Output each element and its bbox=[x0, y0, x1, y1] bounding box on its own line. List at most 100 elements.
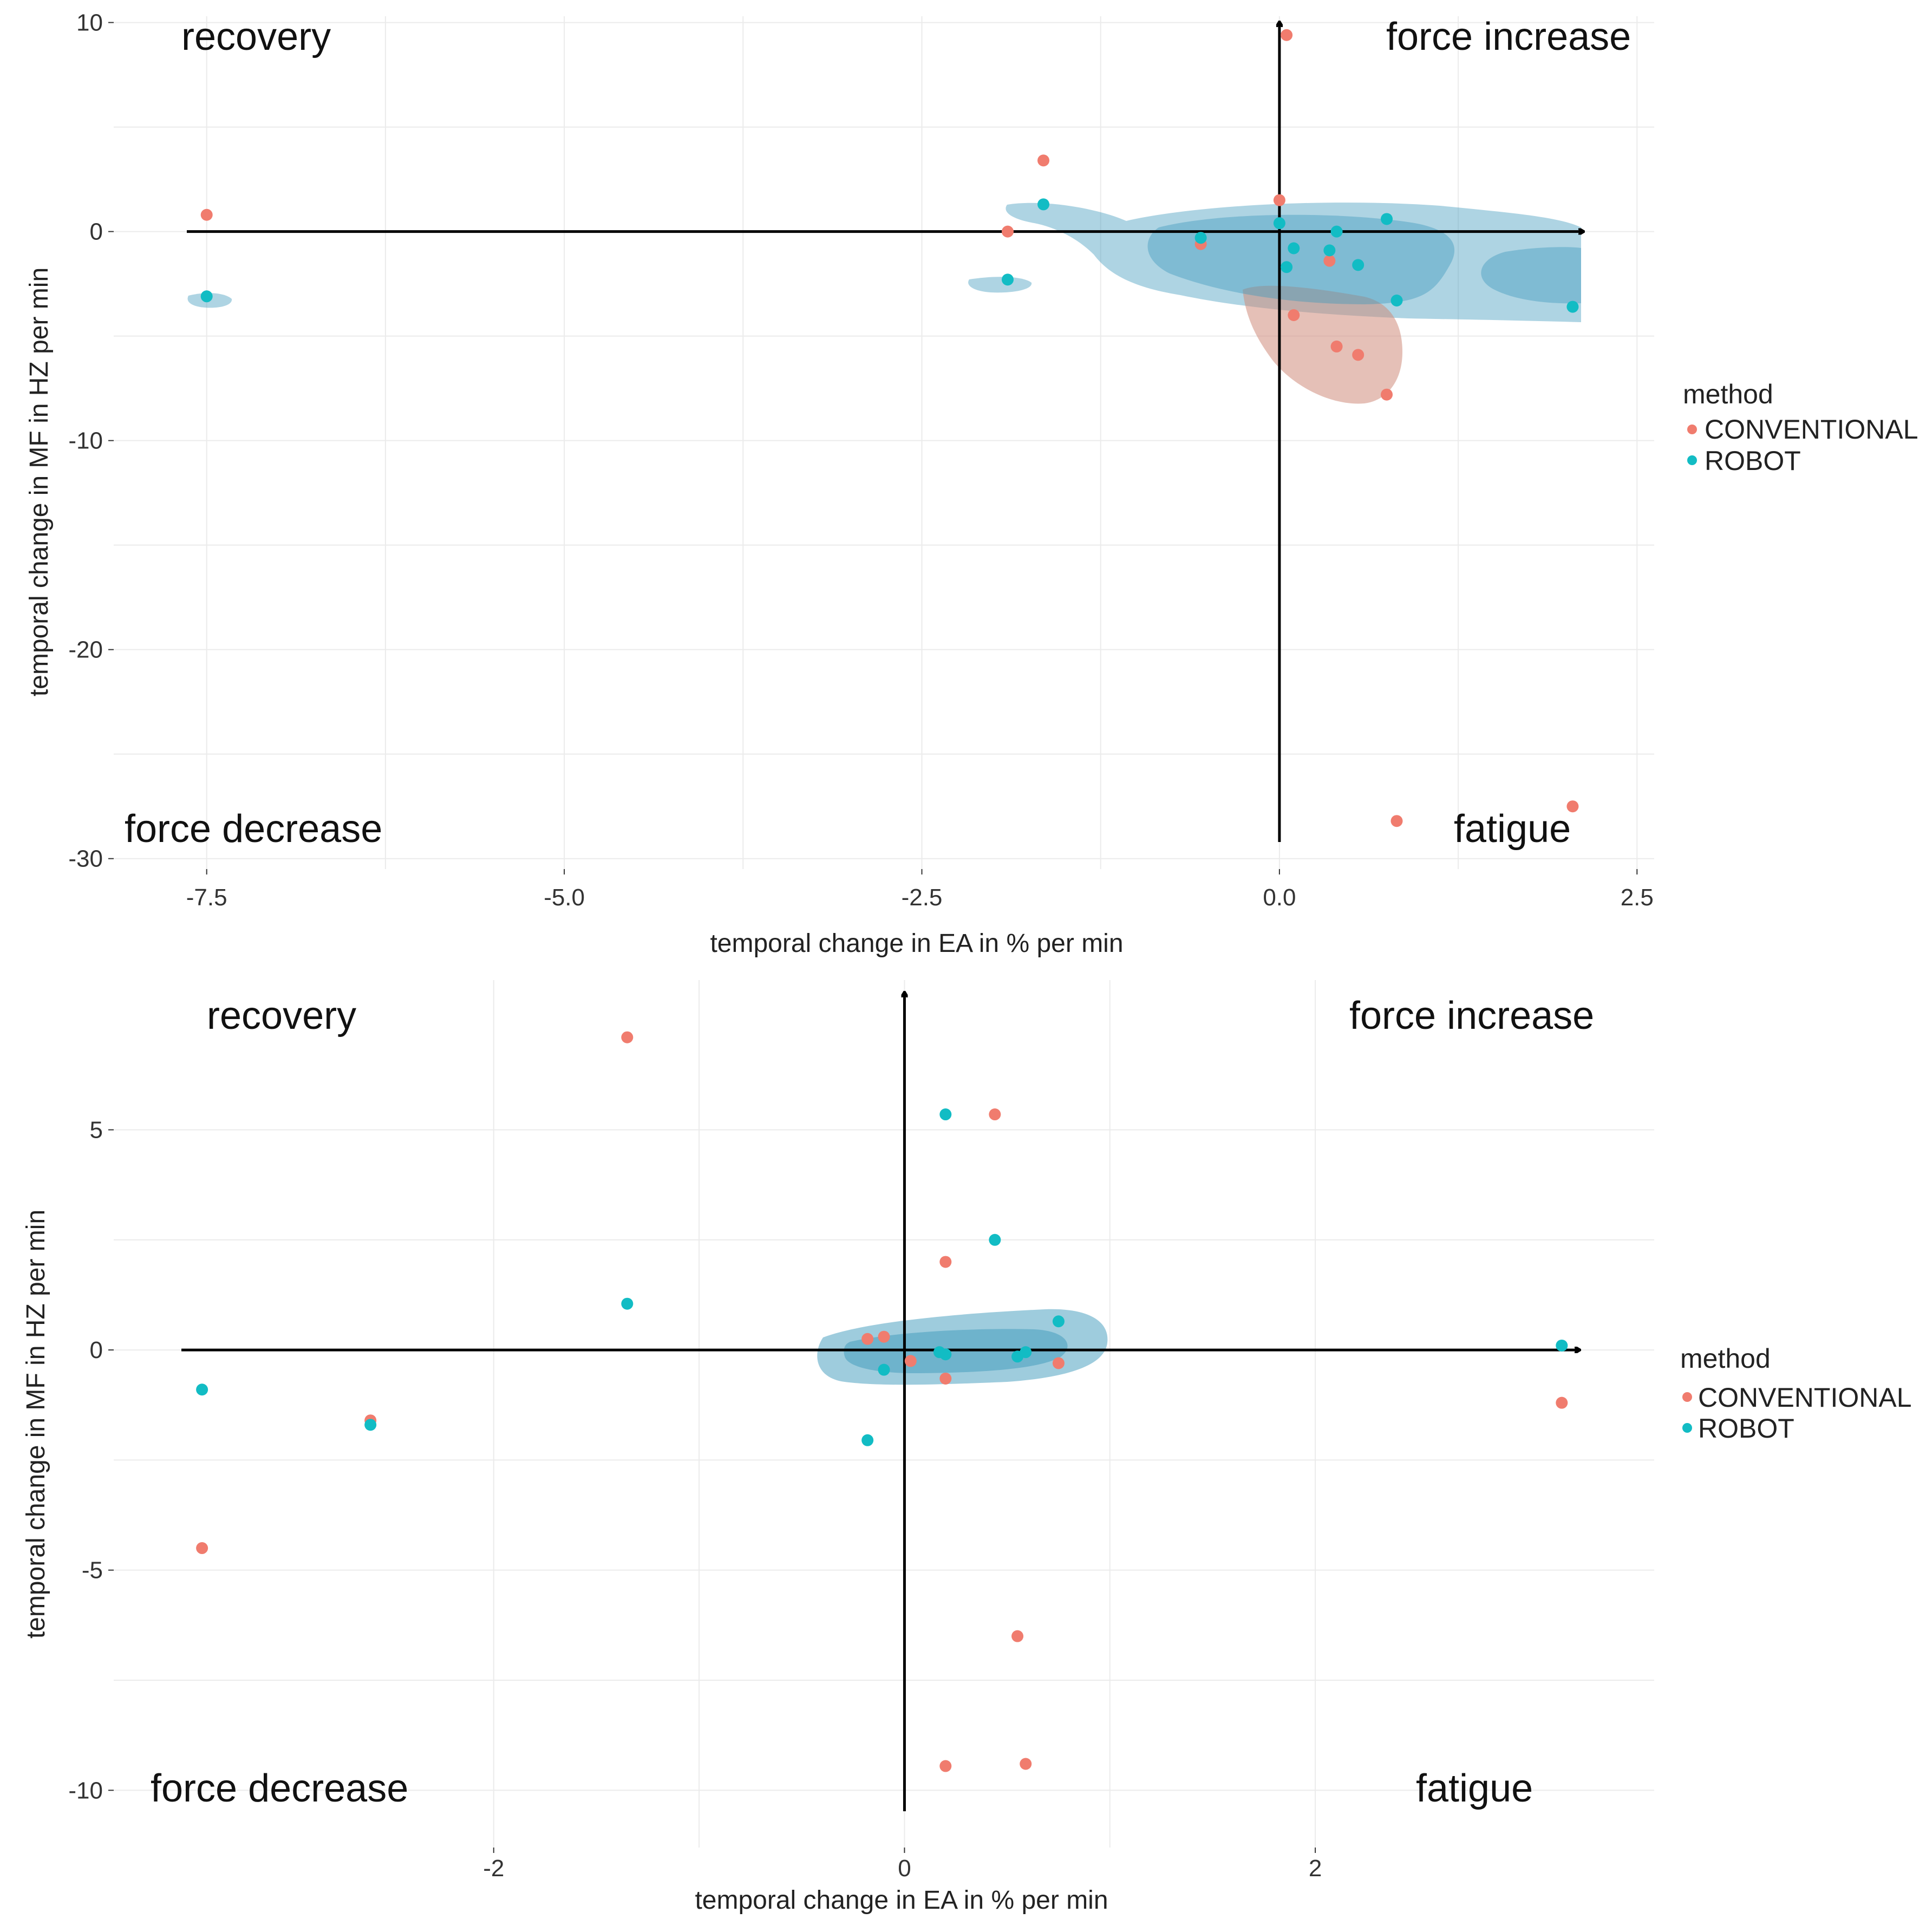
gridlines bbox=[114, 16, 1654, 869]
robot-point bbox=[939, 1108, 952, 1121]
robot-point bbox=[196, 1383, 208, 1396]
legend: method CONVENTIONAL ROBOT bbox=[1683, 379, 1918, 476]
robot-point bbox=[1556, 1339, 1568, 1352]
y-tick-label: 0 bbox=[90, 1337, 103, 1363]
quadrant-label-force-decrease: force decrease bbox=[125, 807, 382, 851]
y-tick-label: 10 bbox=[76, 10, 103, 36]
robot-point bbox=[989, 1233, 1001, 1246]
quadrant-label-force-increase: force increase bbox=[1349, 994, 1594, 1037]
y-tick-label: -10 bbox=[68, 1777, 103, 1804]
quadrant-label-force-increase: force increase bbox=[1386, 15, 1631, 58]
conventional-point bbox=[939, 1256, 952, 1268]
y-tick-label: -10 bbox=[68, 428, 103, 454]
quadrant-axes bbox=[187, 22, 1584, 842]
robot-point bbox=[1381, 213, 1393, 225]
conventional-point bbox=[621, 1031, 634, 1043]
robot-point bbox=[621, 1297, 634, 1310]
x-axis-title: temporal change in EA in % per min bbox=[710, 929, 1123, 958]
y-tick-label: -20 bbox=[68, 637, 103, 663]
x-tick-label: 0 bbox=[898, 1855, 911, 1882]
legend-title: method bbox=[1683, 379, 1773, 409]
conventional-point bbox=[1566, 800, 1579, 813]
x-tick-label: -7.5 bbox=[186, 884, 227, 911]
data-points bbox=[200, 29, 1579, 827]
robot-point bbox=[1288, 242, 1300, 254]
conventional-point bbox=[1037, 154, 1050, 167]
robot-point bbox=[1020, 1346, 1032, 1359]
robot-point bbox=[1330, 225, 1343, 238]
conventional-point bbox=[1330, 340, 1343, 353]
robot-point bbox=[1052, 1315, 1065, 1328]
conventional-point bbox=[1352, 349, 1364, 361]
y-tick-label: -5 bbox=[82, 1557, 103, 1584]
robot-point bbox=[1352, 259, 1364, 271]
conventional-point bbox=[1323, 254, 1336, 267]
x-tick-label: -5.0 bbox=[544, 884, 585, 911]
conventional-point bbox=[989, 1108, 1001, 1121]
x-tick-label: 2.5 bbox=[1621, 884, 1654, 911]
data-points bbox=[196, 1031, 1568, 1772]
legend: method CONVENTIONAL ROBOT bbox=[1680, 1343, 1912, 1444]
robot-point bbox=[1323, 244, 1336, 257]
legend-key-conventional bbox=[1687, 425, 1697, 434]
legend-title: method bbox=[1680, 1343, 1771, 1374]
quadrant-label-force-decrease: force decrease bbox=[151, 1767, 408, 1810]
conventional-point bbox=[1052, 1357, 1065, 1369]
y-tick-label: -30 bbox=[68, 846, 103, 872]
tick-labels: -7.5 -5.0 -2.5 0.0 2.5 10 0 -10 -20 -30 bbox=[68, 10, 1653, 911]
robot-point bbox=[1273, 217, 1285, 230]
quadrant-label-fatigue: fatigue bbox=[1454, 807, 1571, 851]
conventional-density-region bbox=[1243, 285, 1402, 404]
robot-point bbox=[364, 1419, 377, 1431]
conventional-point bbox=[200, 208, 213, 221]
conventional-point bbox=[1556, 1396, 1568, 1409]
conventional-point bbox=[1011, 1630, 1024, 1642]
legend-key-robot bbox=[1687, 455, 1697, 465]
robot-point bbox=[1037, 198, 1050, 211]
y-tick-label: 0 bbox=[90, 219, 103, 245]
quadrant-label-fatigue: fatigue bbox=[1416, 1767, 1533, 1810]
quadrant-label-recovery: recovery bbox=[207, 994, 356, 1037]
y-axis-title: temporal change in MF in HZ per min bbox=[22, 1210, 50, 1639]
conventional-point bbox=[1273, 194, 1285, 206]
robot-density-region bbox=[968, 277, 1032, 293]
robot-density-region bbox=[1147, 214, 1455, 304]
legend-label-conventional: CONVENTIONAL bbox=[1705, 414, 1918, 445]
y-tick-label: 5 bbox=[90, 1117, 103, 1143]
tick-labels: -2 0 2 5 0 -5 -10 bbox=[68, 1117, 1322, 1882]
legend-label-conventional: CONVENTIONAL bbox=[1698, 1382, 1912, 1413]
legend-key-robot bbox=[1682, 1423, 1692, 1433]
robot-point bbox=[1194, 232, 1207, 244]
robot-point bbox=[1566, 301, 1579, 313]
robot-point bbox=[1390, 295, 1403, 306]
conventional-point bbox=[904, 1355, 917, 1367]
x-tick-label: 0.0 bbox=[1263, 884, 1296, 911]
legend-label-robot: ROBOT bbox=[1705, 446, 1801, 476]
quadrant-axes bbox=[181, 992, 1580, 1811]
x-tick-label: -2.5 bbox=[902, 884, 943, 911]
y-axis-title: temporal change in MF in HZ per min bbox=[25, 267, 54, 696]
legend-label-robot: ROBOT bbox=[1698, 1413, 1794, 1444]
conventional-point bbox=[196, 1542, 208, 1555]
robot-density-inner bbox=[1147, 214, 1581, 304]
bottom-scatter-panel: -2 0 2 5 0 -5 -10 recovery force increase forc… bbox=[22, 980, 1912, 1915]
conventional-point bbox=[878, 1330, 890, 1343]
robot-point bbox=[1281, 261, 1293, 273]
robot-point bbox=[939, 1348, 952, 1361]
x-tick-label: 2 bbox=[1309, 1855, 1322, 1882]
legend-key-conventional bbox=[1682, 1392, 1692, 1402]
conventional-point bbox=[1001, 225, 1014, 238]
conventional-point bbox=[1288, 309, 1300, 322]
quadrant-label-recovery: recovery bbox=[181, 15, 331, 58]
conventional-point bbox=[1390, 815, 1403, 827]
conventional-point bbox=[1281, 29, 1293, 41]
conventional-point bbox=[939, 1760, 952, 1772]
x-tick-label: -2 bbox=[483, 1855, 504, 1882]
robot-density-region bbox=[1481, 247, 1581, 304]
robot-point bbox=[1001, 273, 1014, 286]
conventional-point bbox=[939, 1372, 952, 1385]
robot-point bbox=[200, 290, 213, 303]
robot-point bbox=[878, 1363, 890, 1376]
